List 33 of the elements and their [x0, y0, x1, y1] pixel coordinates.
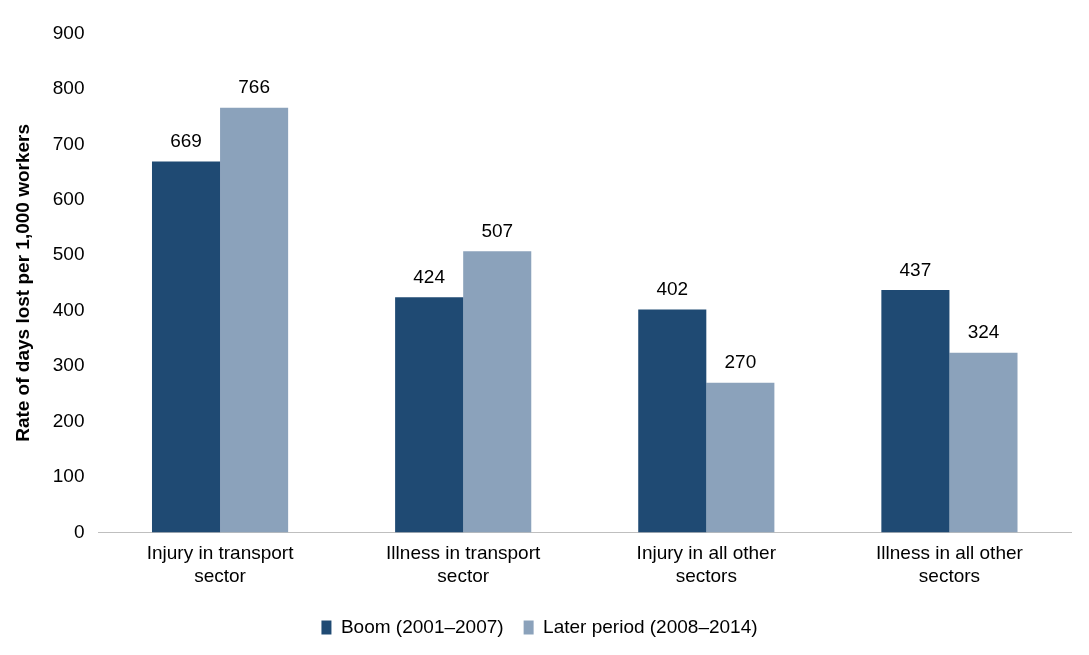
bar [151, 161, 221, 533]
bar [881, 290, 950, 533]
x-tick-label: Injury in all other sectors [636, 542, 777, 586]
legend-label: Later period (2008–2014) [543, 615, 758, 637]
y-tick-label: 200 [52, 409, 85, 431]
bar [220, 107, 289, 533]
y-axis-title: Rate of days lost per 1,000 workers [11, 123, 33, 442]
x-tick-label: Injury in transport sector [146, 542, 295, 586]
y-tick-label: 900 [52, 21, 85, 43]
data-label: 669 [170, 130, 202, 152]
y-tick-label: 700 [52, 132, 85, 154]
data-label: 507 [481, 220, 514, 242]
data-label: 270 [724, 351, 757, 373]
x-tick-label: Illness in all other sectors [876, 542, 1024, 586]
data-label: 424 [413, 266, 446, 288]
y-tick-label: 500 [52, 243, 85, 265]
bar [463, 251, 532, 533]
y-tick-label: 300 [52, 354, 85, 376]
y-tick-label: 100 [52, 465, 85, 487]
y-tick-label: 600 [52, 187, 85, 209]
legend-label: Boom (2001–2007) [340, 615, 504, 637]
data-label: 437 [899, 258, 932, 280]
bar [395, 297, 464, 533]
data-label: 402 [656, 278, 689, 300]
data-label: 324 [967, 321, 1000, 343]
y-tick-label: 800 [52, 77, 85, 99]
x-tick-label: Illness in transport sector [386, 542, 541, 586]
bar [949, 352, 1018, 533]
data-label: 766 [238, 76, 270, 98]
bar [638, 309, 707, 533]
y-tick-label: 400 [52, 298, 85, 320]
bar [706, 382, 775, 533]
y-tick-label: 0 [73, 520, 85, 542]
